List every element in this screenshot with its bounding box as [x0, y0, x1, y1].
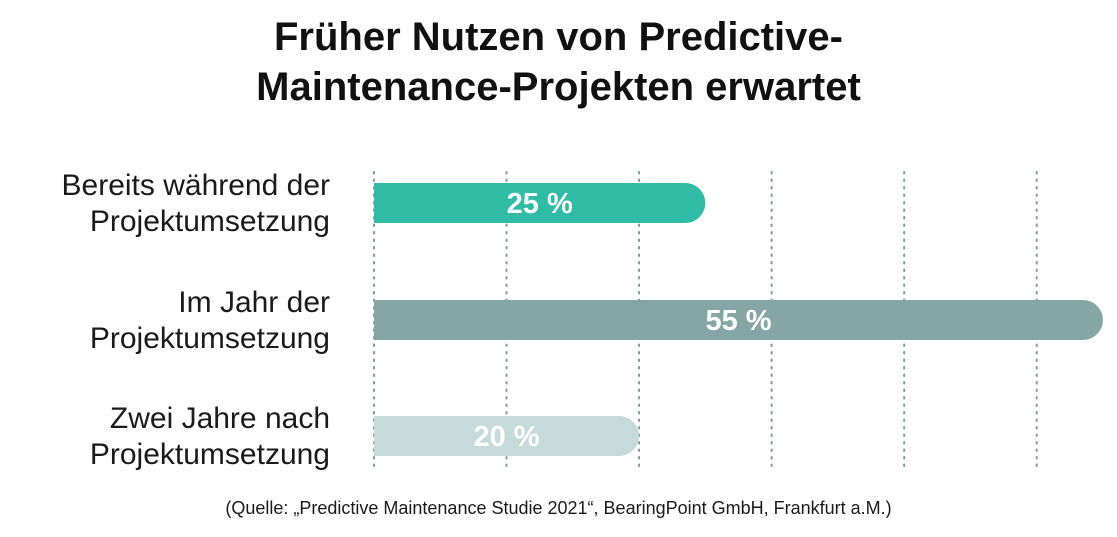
- category-label: Zwei Jahre nach: [110, 402, 330, 435]
- bar-value-label: 25 %: [507, 188, 573, 220]
- bar-chart: 25 %Bereits während derProjektumsetzung5…: [62, 169, 1103, 471]
- bar-value-label: 55 %: [705, 305, 771, 337]
- bar: [374, 300, 1103, 340]
- category-label: Im Jahr der: [178, 286, 330, 319]
- chart-title: Früher Nutzen von Predictive- Maintenanc…: [0, 12, 1117, 112]
- chart-title-line-2: Maintenance-Projekten erwartet: [256, 65, 861, 109]
- source-note: (Quelle: „Predictive Maintenance Studie …: [225, 498, 892, 518]
- bar: [374, 416, 640, 457]
- chart-title-line-1: Früher Nutzen von Predictive-: [274, 15, 843, 59]
- bar-value-label: 20 %: [473, 421, 539, 453]
- bar: [374, 183, 706, 223]
- category-label: Projektumsetzung: [90, 322, 330, 355]
- category-label: Projektumsetzung: [90, 205, 330, 238]
- category-label: Bereits während der: [62, 169, 330, 202]
- category-label: Projektumsetzung: [90, 438, 330, 471]
